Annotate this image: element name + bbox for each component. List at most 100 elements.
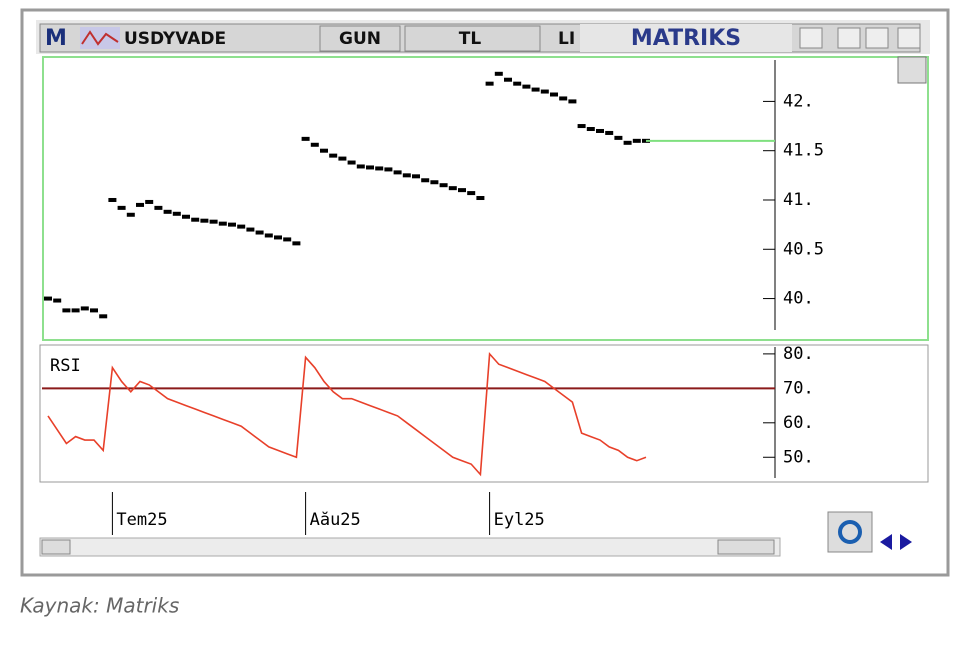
price-mark (292, 241, 301, 246)
price-mark (62, 308, 71, 313)
price-mark (80, 306, 89, 311)
price-mark (218, 221, 227, 226)
price-mark (264, 233, 273, 238)
rsi-line (47, 351, 647, 477)
price-mark (71, 308, 80, 313)
scrollbar[interactable] (39, 537, 781, 557)
price-mark (632, 138, 641, 143)
maximize-button[interactable] (865, 27, 889, 49)
price-mark (393, 170, 402, 175)
period-tab[interactable] (319, 25, 401, 52)
price-mark (623, 140, 632, 145)
price-mark (448, 186, 457, 191)
price-mark (338, 156, 347, 161)
scroll-left[interactable] (41, 539, 71, 555)
y-tick-label: 41.5 (783, 141, 824, 161)
y-tick-label: 41. (783, 190, 814, 210)
panel-button[interactable] (897, 56, 927, 84)
price-mark (476, 196, 485, 201)
x-tick-label: Eyl25 (494, 510, 545, 530)
price-mark (586, 127, 595, 132)
price-mark (485, 81, 494, 86)
price-mark (467, 191, 476, 196)
price-mark (90, 308, 98, 313)
price-mark (108, 197, 117, 202)
dropdown-button[interactable] (799, 27, 823, 49)
price-mark (568, 99, 577, 104)
price-mark (209, 219, 218, 224)
currency-tab[interactable] (404, 25, 541, 52)
price-mark (310, 142, 319, 147)
price-mark (347, 160, 356, 165)
price-mark (540, 89, 549, 94)
brand: MATRIKS (631, 26, 741, 51)
price-mark (439, 183, 448, 188)
y-tick-label: 42. (783, 91, 814, 111)
price-mark (596, 128, 604, 133)
price-mark (375, 166, 384, 171)
menu[interactable]: LI (558, 29, 575, 49)
price-mark (99, 314, 108, 319)
price-mark (301, 136, 310, 141)
nav-right[interactable] (900, 534, 912, 550)
close-button[interactable] (897, 27, 921, 49)
price-mark (384, 167, 393, 172)
price-mark (53, 298, 62, 303)
price-mark (559, 96, 568, 101)
x-tick-label: Tem25 (116, 510, 167, 530)
price-mark (513, 81, 522, 86)
price-mark (531, 87, 540, 92)
panel-title: RSI (50, 356, 81, 376)
price-mark (274, 235, 282, 240)
price-mark (136, 202, 144, 207)
y-tick-label: 60. (783, 413, 814, 433)
period: GUN (339, 29, 381, 49)
x-tick-label: Aău25 (310, 510, 361, 530)
nav-left[interactable] (880, 534, 892, 550)
price-mark (182, 214, 190, 219)
price-mark (200, 218, 209, 223)
symbol[interactable]: USDYVADE (124, 29, 226, 49)
price-mark (421, 178, 430, 183)
price-mark (356, 164, 365, 169)
refresh-button[interactable] (827, 511, 873, 553)
price-mark (504, 77, 512, 82)
brand-box (580, 24, 792, 52)
price-mark (117, 205, 126, 210)
scroll-right[interactable] (717, 539, 775, 555)
y-tick-label: 70. (783, 378, 814, 398)
price-mark (605, 130, 614, 135)
price-mark (237, 224, 246, 229)
y-tick-label: 40.5 (783, 239, 824, 259)
price-mark (145, 199, 154, 204)
price-mark (126, 212, 135, 217)
price-mark (329, 153, 338, 158)
price-mark (172, 211, 181, 216)
price-mark (430, 180, 439, 185)
price-panel (42, 56, 929, 341)
y-tick-label: 40. (783, 289, 814, 309)
logo: M (45, 26, 67, 51)
price-mark (44, 296, 52, 301)
price-mark (550, 92, 558, 97)
price-mark (494, 71, 503, 76)
minimize-button[interactable] (837, 27, 861, 49)
rsi-panel (39, 344, 929, 483)
price-mark (366, 165, 374, 170)
price-mark (577, 124, 586, 129)
refresh-icon (838, 520, 862, 544)
price-mark (283, 237, 292, 242)
price-mark (191, 217, 200, 222)
caption: Kaynak: Matriks (20, 594, 179, 618)
price-mark (255, 230, 264, 235)
chart-icon-line (81, 30, 119, 46)
price-mark (228, 222, 236, 227)
currency: TL (459, 29, 482, 49)
price-mark (614, 135, 623, 140)
price-mark (412, 174, 420, 179)
price-mark (154, 205, 163, 210)
price-mark (522, 84, 531, 89)
y-tick-label: 50. (783, 447, 814, 467)
